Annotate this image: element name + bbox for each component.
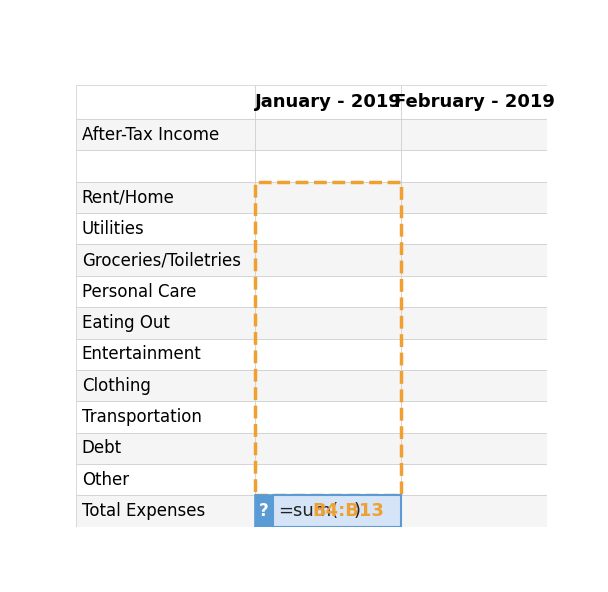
Bar: [76, 370, 255, 401]
Bar: [255, 496, 273, 527]
Bar: [255, 244, 401, 276]
Bar: [255, 119, 401, 150]
Bar: [401, 150, 547, 182]
Bar: [401, 213, 547, 244]
Bar: [255, 370, 401, 401]
Text: After-Tax Income: After-Tax Income: [81, 126, 219, 144]
Text: Rent/Home: Rent/Home: [81, 188, 174, 207]
Text: Groceries/Toiletries: Groceries/Toiletries: [81, 251, 241, 269]
Bar: [401, 276, 547, 307]
Bar: [273, 496, 401, 527]
Bar: [401, 85, 547, 119]
Text: January - 2019: January - 2019: [255, 93, 401, 111]
Bar: [76, 496, 255, 527]
Bar: [76, 307, 255, 339]
Bar: [76, 182, 255, 213]
Bar: [76, 119, 255, 150]
Text: =sum(: =sum(: [278, 502, 339, 520]
Bar: [401, 182, 547, 213]
Bar: [255, 464, 401, 496]
Text: Clothing: Clothing: [81, 377, 151, 395]
Bar: [76, 244, 255, 276]
Text: Personal Care: Personal Care: [81, 282, 196, 301]
Bar: [76, 339, 255, 370]
Bar: [255, 182, 401, 213]
Text: Transportation: Transportation: [81, 408, 201, 426]
Text: February - 2019: February - 2019: [394, 93, 554, 111]
Bar: [255, 307, 401, 339]
Bar: [76, 401, 255, 433]
Bar: [255, 85, 401, 119]
Bar: [401, 464, 547, 496]
Bar: [255, 182, 401, 496]
Text: Eating Out: Eating Out: [81, 314, 170, 332]
Bar: [76, 150, 255, 182]
Bar: [76, 85, 255, 119]
Bar: [401, 244, 547, 276]
Bar: [401, 370, 547, 401]
Bar: [255, 150, 401, 182]
Text: Entertainment: Entertainment: [81, 345, 201, 363]
Text: B4:B13: B4:B13: [313, 502, 385, 520]
Text: Utilities: Utilities: [81, 220, 145, 238]
Bar: [401, 339, 547, 370]
Bar: [76, 276, 255, 307]
Bar: [401, 307, 547, 339]
Bar: [255, 213, 401, 244]
Text: ): ): [354, 502, 361, 520]
Bar: [255, 276, 401, 307]
Bar: [255, 339, 401, 370]
Text: Debt: Debt: [81, 439, 122, 458]
Text: ?: ?: [259, 502, 269, 520]
Bar: [255, 401, 401, 433]
Bar: [255, 433, 401, 464]
Bar: [76, 433, 255, 464]
Bar: [401, 496, 547, 527]
Bar: [255, 496, 401, 527]
Bar: [401, 119, 547, 150]
Text: Other: Other: [81, 471, 129, 489]
Text: Total Expenses: Total Expenses: [81, 502, 205, 520]
Bar: [76, 464, 255, 496]
Bar: [401, 433, 547, 464]
Bar: [401, 401, 547, 433]
Bar: [76, 213, 255, 244]
